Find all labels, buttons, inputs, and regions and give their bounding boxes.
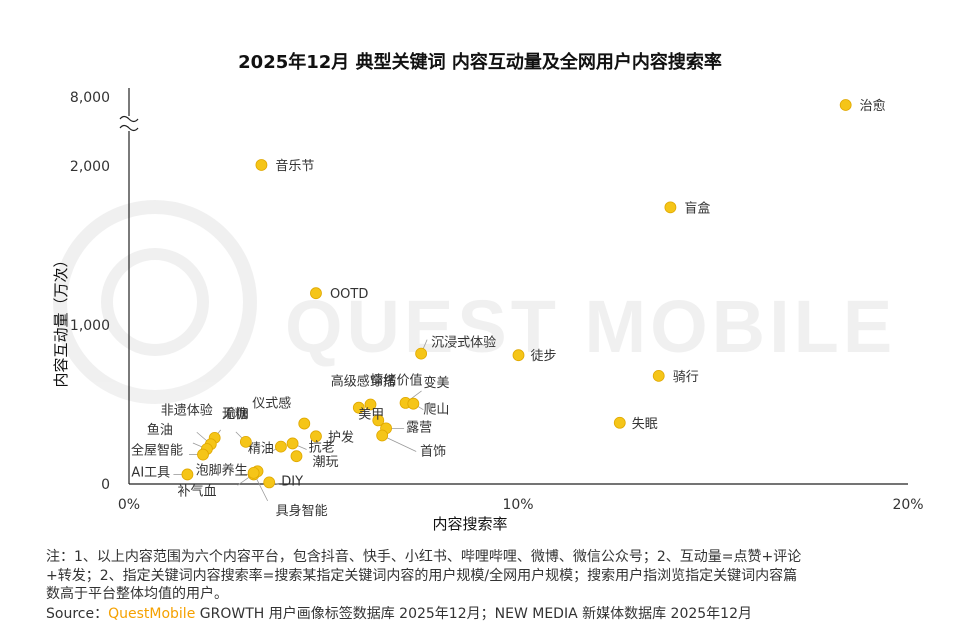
data-point <box>613 416 626 429</box>
y-axis-title: 内容互动量（万次） <box>52 252 70 387</box>
data-point-label: 露营 <box>406 420 432 435</box>
data-point <box>263 476 276 489</box>
data-point <box>376 429 389 442</box>
x-tick-label: 0% <box>118 497 140 513</box>
data-point-label: AI工具 <box>131 465 170 480</box>
data-point <box>181 468 194 481</box>
data-point-label: 骑行 <box>673 370 699 385</box>
data-point-label: 情绪价值 <box>370 373 422 389</box>
data-point-label: 首饰 <box>420 445 446 460</box>
watermark-ring-inner <box>101 248 209 356</box>
leader-line <box>382 435 417 452</box>
data-point <box>415 347 428 360</box>
data-point-label: 抗老 <box>309 440 335 455</box>
x-tick-label: 10% <box>502 497 533 513</box>
data-point <box>247 466 260 479</box>
data-point-label: 高级感穿搭 <box>331 374 396 390</box>
data-point <box>290 450 303 463</box>
watermark: QUEST MOBILE <box>53 200 896 404</box>
footnote-line-1: 注：1、以上内容范围为六个内容平台，包含抖音、快手、小红书、哔哩哔哩、微博、微信… <box>46 549 802 565</box>
source-label: Source： <box>46 606 109 622</box>
data-point-label: 全屋智能 <box>131 443 183 459</box>
watermark-ring-outer <box>53 200 257 404</box>
data-point-label: 补气血 <box>178 483 217 499</box>
data-point <box>407 397 420 410</box>
data-point-label: 美甲 <box>358 407 384 422</box>
data-point <box>298 417 311 430</box>
data-point-label: 治愈 <box>860 99 886 114</box>
data-point-label: 鱼油 <box>147 422 173 438</box>
x-axis-title: 内容搜索率 <box>432 515 507 533</box>
data-point-label: 徒步 <box>531 349 557 364</box>
y-tick-label: 2,000 <box>70 159 110 175</box>
data-point-label: 盲盒 <box>684 200 710 216</box>
y-axis-break-icon <box>119 115 139 132</box>
data-point <box>255 159 268 171</box>
data-point <box>197 448 209 461</box>
data-point-label: 失眠 <box>632 417 658 432</box>
data-point <box>839 99 852 111</box>
data-point <box>310 287 322 300</box>
source-brand: QuestMobile <box>108 606 196 622</box>
data-point-label: DIY <box>281 474 303 489</box>
data-point-label: 无糖 <box>222 406 248 422</box>
data-point-label: 护发 <box>328 429 354 445</box>
source-text: GROWTH 用户画像标签数据库 2025年12月；NEW MEDIA 新媒体数… <box>195 606 752 622</box>
chart-title: 2025年12月 典型关键词 内容互动量及全网用户内容搜索率 <box>238 52 722 73</box>
data-point-label: 瑜伽 <box>223 407 249 422</box>
data-point-label: 爬山 <box>423 403 449 418</box>
data-point <box>372 414 385 427</box>
data-point <box>652 369 665 382</box>
data-point <box>364 398 377 411</box>
data-point-label: 沉浸式体验 <box>431 335 496 351</box>
data-point <box>512 349 525 362</box>
footnote-line-3: 数高于平台整体均值的用户。 <box>46 586 228 602</box>
data-point-label: OOTD <box>330 287 368 302</box>
data-point <box>664 201 677 214</box>
watermark-text: QUEST MOBILE <box>285 285 896 368</box>
y-tick-label: 0 <box>101 477 110 493</box>
footnote-line-2: +转发；2、指定关键词内容搜索率=搜索某指定关键词内容的用户规模/全网用户规模；… <box>46 568 798 584</box>
data-point <box>352 401 365 414</box>
source-line: Source：QuestMobile GROWTH 用户画像标签数据库 2025… <box>46 603 752 623</box>
x-tick-label: 20% <box>892 497 923 513</box>
data-point-label: 具身智能 <box>276 503 328 519</box>
data-point-label: 非遗体验 <box>161 402 213 418</box>
data-point <box>286 437 299 450</box>
y-tick-label: 1,000 <box>70 318 110 334</box>
data-point-label: 潮玩 <box>312 455 338 470</box>
y-tick-label: 8,000 <box>70 90 110 106</box>
data-point <box>310 430 322 443</box>
data-point-label: 仪式感 <box>252 396 291 412</box>
data-point-label: 泡脚养生 <box>196 462 248 478</box>
data-point-label: 变美 <box>424 375 450 391</box>
data-point <box>239 435 252 448</box>
data-point <box>275 440 287 453</box>
data-point-label: 精油 <box>248 442 274 457</box>
data-point-label: 音乐节 <box>275 158 314 174</box>
